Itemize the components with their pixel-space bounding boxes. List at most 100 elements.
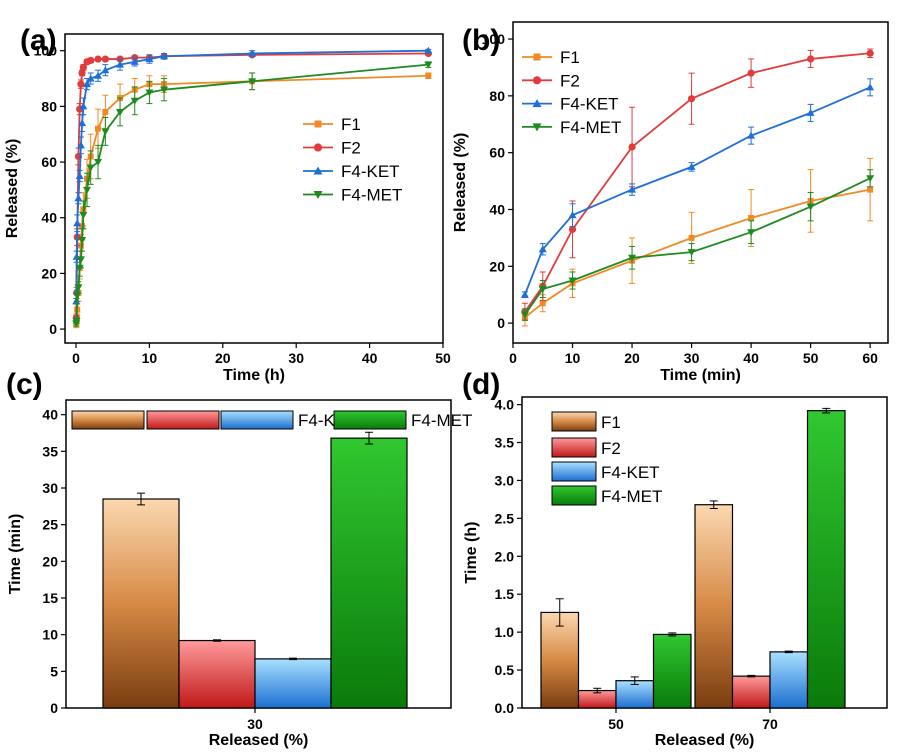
x-tick-label: 70 xyxy=(762,716,778,732)
legend-swatch xyxy=(551,461,597,482)
x-tick-label: 40 xyxy=(743,350,759,366)
legend-label: F4-KET xyxy=(601,463,660,482)
data-point xyxy=(248,49,257,57)
data-point xyxy=(568,211,577,219)
data-point xyxy=(747,69,755,77)
panel-a: (a) 0 10 20 30 40 50 0 20 40 60 80 100 Time (h) Releas… xyxy=(4,24,451,384)
y-tick-label: 100 xyxy=(34,43,58,59)
data-point xyxy=(83,186,92,194)
legend-marker xyxy=(313,191,323,199)
legend-marker xyxy=(532,76,542,85)
legend-swatch xyxy=(71,410,145,430)
bar xyxy=(694,504,734,709)
data-point xyxy=(130,97,139,105)
panel-b: (b) 0 10 20 30 40 50 60 0 20 40 60 80 100 Time (min) Re… xyxy=(452,21,889,384)
data-point xyxy=(95,125,102,132)
x-axis-label: Time (min) xyxy=(660,367,741,384)
data-point xyxy=(78,119,87,127)
bar xyxy=(731,675,771,709)
y-tick-label: 15 xyxy=(42,590,58,606)
legend-marker xyxy=(313,166,323,175)
y-tick-label: 60 xyxy=(41,154,57,170)
x-tick-label: 20 xyxy=(624,350,640,366)
x-tick-label: 30 xyxy=(247,716,263,732)
data-point xyxy=(520,290,529,298)
y-tick-label: 2.5 xyxy=(495,510,515,526)
data-point xyxy=(83,80,92,88)
data-point xyxy=(687,95,696,103)
data-point xyxy=(78,69,86,77)
data-point xyxy=(102,108,109,115)
data-point xyxy=(538,286,547,294)
legend-swatch xyxy=(551,485,597,506)
bar xyxy=(540,611,580,709)
panel-label: (c) xyxy=(6,368,43,401)
series-line xyxy=(524,177,871,316)
data-point xyxy=(866,83,875,91)
y-tick-label: 1.5 xyxy=(495,586,515,602)
data-point xyxy=(87,56,95,65)
legend-marker xyxy=(314,120,322,128)
legend-swatch xyxy=(220,410,294,430)
y-tick-label: 10 xyxy=(42,627,58,643)
x-axis-label: Released (%) xyxy=(655,732,755,749)
data-point xyxy=(747,229,756,237)
legend-swatch xyxy=(333,410,407,430)
x-axis-label: Time (h) xyxy=(223,367,285,384)
data-point xyxy=(101,55,109,63)
data-point xyxy=(867,186,874,193)
data-point xyxy=(76,141,85,149)
plot-frame xyxy=(64,33,444,344)
data-point xyxy=(86,74,95,82)
data-point xyxy=(539,300,546,307)
data-point xyxy=(628,254,637,262)
y-tick-label: 3.0 xyxy=(495,472,515,488)
data-point xyxy=(248,78,257,86)
y-tick-label: 60 xyxy=(489,145,505,161)
x-tick-label: 20 xyxy=(215,350,231,366)
y-tick-label: 0 xyxy=(49,321,57,337)
data-point xyxy=(101,66,110,74)
data-point xyxy=(74,194,83,202)
data-point xyxy=(101,128,110,136)
bar xyxy=(330,437,408,709)
legend-label: F4-MET xyxy=(601,487,662,506)
data-point xyxy=(145,89,154,97)
x-tick-label: 10 xyxy=(142,350,158,366)
data-point xyxy=(687,249,696,257)
x-tick-label: 60 xyxy=(862,350,878,366)
y-tick-label: 1.0 xyxy=(495,624,515,640)
x-tick-label: 0 xyxy=(509,350,517,366)
series-line xyxy=(524,86,871,296)
data-point xyxy=(73,292,82,300)
y-tick-label: 5 xyxy=(50,663,58,679)
data-point xyxy=(628,185,637,193)
data-point xyxy=(77,80,85,88)
y-tick-label: 25 xyxy=(42,517,58,533)
data-point xyxy=(72,317,81,325)
bar xyxy=(178,639,256,709)
data-point xyxy=(688,234,695,241)
legend-label: F2 xyxy=(341,139,361,158)
data-point xyxy=(807,55,815,63)
panel-label: (a) xyxy=(20,24,57,57)
legend-label: F4-KET xyxy=(341,162,400,181)
y-tick-label: 40 xyxy=(42,407,58,423)
x-tick-label: 50 xyxy=(803,350,819,366)
legend-label: F4-MET xyxy=(411,411,472,430)
data-point xyxy=(160,86,169,94)
bar xyxy=(652,633,692,709)
x-tick-label: 0 xyxy=(72,350,80,366)
y-tick-label: 0 xyxy=(50,700,58,716)
y-tick-label: 30 xyxy=(42,480,58,496)
y-axis-label: Time (h) xyxy=(463,522,480,584)
y-axis-label: Released (%) xyxy=(452,133,469,233)
data-point xyxy=(130,57,139,65)
x-tick-label: 30 xyxy=(288,350,304,366)
bar xyxy=(102,498,180,709)
legend-label: F1 xyxy=(341,115,361,134)
legend-marker xyxy=(532,123,542,132)
y-tick-label: 20 xyxy=(489,258,505,274)
